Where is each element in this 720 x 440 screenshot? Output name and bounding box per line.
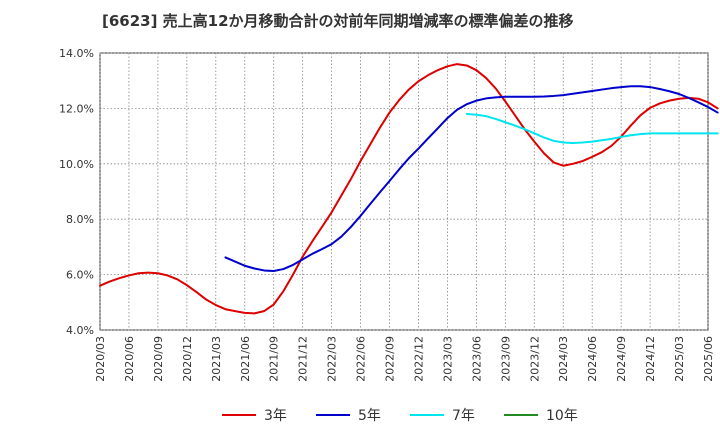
y-tick-label: 8.0% [66,213,94,226]
y-tick-labels: 4.0% 6.0% 8.0% 10.0% 12.0% 14.0% [59,47,94,337]
x-tick-label: 2022/06 [355,336,368,382]
x-tick-label: 2023/12 [528,336,541,382]
chart-plot: 4.0%6.0%8.0%10.0%12.0%14.0% 2020/03 2020/… [59,47,719,382]
x-tick-label: 2023/09 [499,336,512,382]
chart-title: [6623] 売上高12か月移動合計の対前年同期増減率の標準偏差の推移 [102,12,574,30]
x-tick-label: 2024/06 [586,336,599,382]
x-tick-label: 2024/12 [644,336,657,382]
series-line-0 [99,63,719,315]
legend-item-10y: 10年 [504,402,578,428]
x-tick-label: 2022/03 [326,336,339,382]
x-tick-label: 2022/12 [412,336,425,382]
legend-label-5y: 5年 [358,408,381,424]
series-layer [99,63,719,315]
x-tick-labels: 2020/03 2020/06 2020/09 2020/12 2021/03 2021/… [94,336,715,382]
legend-label-3y: 3年 [264,408,287,424]
x-tick-label: 2025/03 [673,336,686,382]
x-tick-label: 2020/12 [181,336,194,382]
legend-item-3y: 3年 [222,402,287,428]
x-tick-label: 2021/09 [268,336,281,382]
x-tick-label: 2020/09 [152,336,165,382]
y-tick-label: 4.0% [66,324,94,337]
legend-item-7y: 7年 [410,402,475,428]
series-line-1 [224,85,719,272]
legend-item-5y: 5年 [316,402,381,428]
legend-swatch-10y [504,414,538,416]
x-tick-label: 2020/03 [94,336,107,382]
x-tick-label: 2022/09 [384,336,397,382]
x-tick-label: 2024/09 [615,336,628,382]
x-tick-label: 2021/03 [210,336,223,382]
x-tick-label: 2020/06 [123,336,136,382]
y-tick-label: 12.0% [59,102,94,115]
legend-swatch-5y [316,414,350,416]
x-tick-label: 2023/03 [441,336,454,382]
legend-label-10y: 10年 [546,408,578,424]
y-tick-label: 14.0% [59,47,94,60]
x-tick-label: 2021/12 [297,336,310,382]
x-tick-label: 2025/06 [702,336,715,382]
x-tick-label: 2024/03 [557,336,570,382]
x-tick-label: 2023/06 [470,336,483,382]
x-tick-label: 2021/06 [239,336,252,382]
legend-label-7y: 7年 [452,408,475,424]
plot-frame [99,52,709,331]
y-tick-label: 10.0% [59,158,94,171]
legend: 3年 5年 7年 10年 [0,402,720,428]
legend-swatch-7y [410,414,444,416]
legend-swatch-3y [222,414,256,416]
y-tick-label: 6.0% [66,269,94,282]
series-line-2 [465,112,719,145]
